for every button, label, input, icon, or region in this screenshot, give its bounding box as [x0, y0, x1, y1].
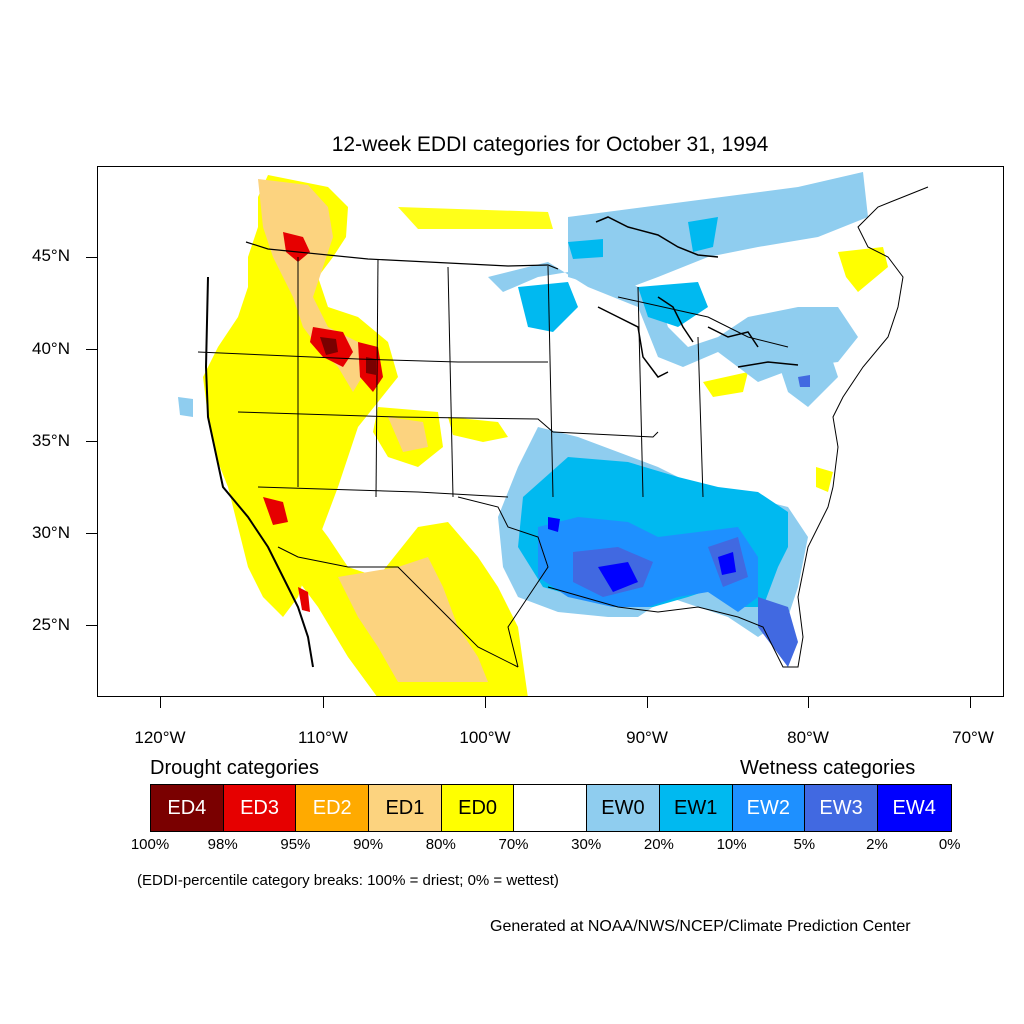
legend-box-ew4: EW4 [877, 785, 951, 831]
legend-box-ed2: ED2 [296, 785, 370, 831]
lon-label-70w: 70°W [952, 728, 994, 747]
drought-regions [203, 175, 888, 696]
legend-box-ew0: EW0 [587, 785, 660, 831]
lon-tick [323, 697, 324, 708]
lat-label-45: 45°N [32, 246, 70, 265]
lat-tick [86, 257, 97, 258]
legend-break-label: 70% [498, 836, 529, 853]
legend-break-label: 98% [207, 836, 238, 853]
legend-break-label: 90% [353, 836, 384, 853]
credit: Generated at NOAA/NWS/NCEP/Climate Predi… [490, 918, 911, 935]
legend-color-bar: ED4 ED3 ED2 ED1 ED0 EW0 EW1 EW2 EW3 EW4 [150, 784, 952, 832]
wetness-regions [178, 172, 868, 667]
legend-break-label: 80% [425, 836, 456, 853]
legend-break-label: 2% [866, 836, 888, 853]
lat-label-40: 40°N [32, 339, 70, 358]
lat-tick [86, 349, 97, 350]
lat-tick [86, 441, 97, 442]
legend-break-label: 20% [643, 836, 674, 853]
legend-box-ed1: ED1 [369, 785, 442, 831]
lon-tick [485, 697, 486, 708]
lon-label-110w: 110°W [298, 728, 348, 747]
legend-box-neutral [514, 785, 588, 831]
lon-tick [970, 697, 971, 708]
legend-break-label: 10% [716, 836, 747, 853]
lat-label-30: 30°N [32, 523, 70, 542]
legend-break-label: 0% [938, 836, 961, 853]
map-panel [97, 166, 1004, 697]
legend-box-ed0: ED0 [441, 785, 515, 831]
lat-tick [86, 625, 97, 626]
wetness-heading: Wetness categories [740, 757, 916, 779]
boundaries [197, 186, 929, 668]
lat-label-35: 35°N [32, 431, 70, 450]
lon-tick [647, 697, 648, 708]
eddi-map [178, 172, 929, 696]
lon-label-90w: 90°W [626, 728, 668, 747]
legend-box-ed4: ED4 [151, 785, 224, 831]
legend-box-ew1: EW1 [659, 785, 733, 831]
map-title: 12-week EDDI categories for October 31, … [331, 133, 769, 156]
lat-tick [86, 533, 97, 534]
legend-break-label: 30% [571, 836, 602, 853]
legend-box-ew2: EW2 [732, 785, 806, 831]
legend-box-ew3: EW3 [805, 785, 878, 831]
lon-tick [160, 697, 161, 708]
lon-label-100w: 100°W [459, 728, 511, 747]
legend-break-label: 95% [280, 836, 311, 853]
lon-label-120w: 120°W [134, 728, 186, 747]
drought-heading: Drought categories [150, 757, 319, 779]
lat-label-25: 25°N [32, 615, 70, 634]
legend-box-ed3: ED3 [223, 785, 297, 831]
legend-break-label: 100% [130, 836, 170, 853]
footnote: (EDDI-percentile category breaks: 100% =… [137, 872, 559, 889]
lon-tick [808, 697, 809, 708]
lon-label-80w: 80°W [787, 728, 829, 747]
legend-break-label: 5% [793, 836, 816, 853]
